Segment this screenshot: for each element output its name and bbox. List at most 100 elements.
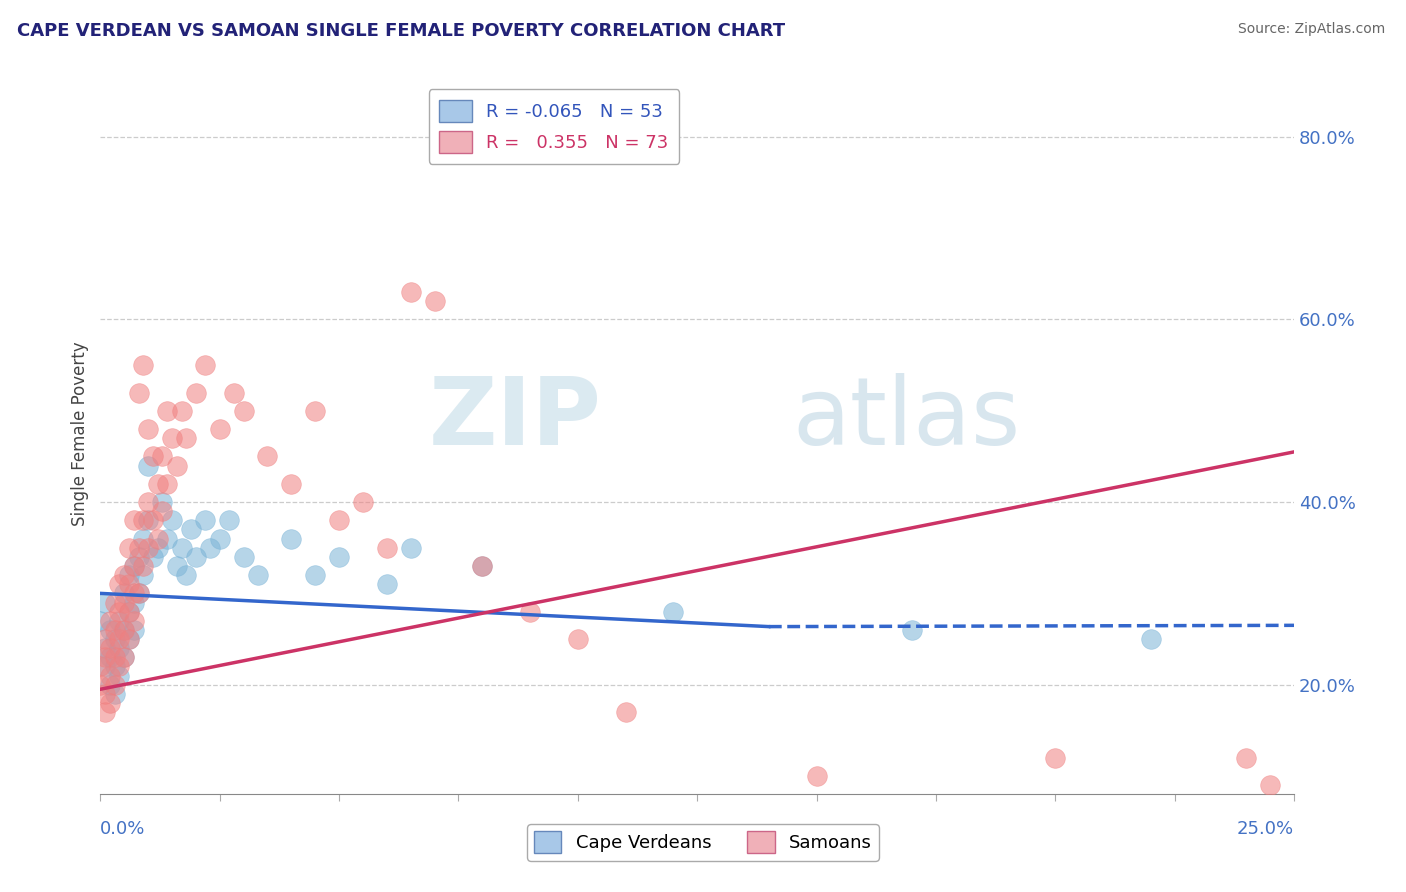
Point bbox=[104, 632, 127, 646]
Point bbox=[614, 705, 637, 719]
Text: 0.0%: 0.0% bbox=[100, 821, 146, 838]
Point bbox=[104, 595, 127, 609]
Point bbox=[146, 541, 169, 555]
Point bbox=[146, 532, 169, 546]
Point bbox=[112, 623, 135, 637]
Point bbox=[567, 632, 589, 646]
Point bbox=[375, 541, 398, 555]
Point bbox=[98, 696, 121, 710]
Point bbox=[132, 568, 155, 582]
Point bbox=[176, 568, 198, 582]
Point bbox=[98, 641, 121, 656]
Point bbox=[156, 404, 179, 418]
Point bbox=[146, 476, 169, 491]
Point bbox=[136, 541, 159, 555]
Point bbox=[94, 632, 117, 646]
Point bbox=[122, 623, 145, 637]
Point bbox=[156, 476, 179, 491]
Point bbox=[122, 614, 145, 628]
Point bbox=[170, 541, 193, 555]
Point bbox=[128, 385, 150, 400]
Point bbox=[423, 294, 446, 309]
Point bbox=[108, 659, 131, 673]
Point bbox=[399, 541, 422, 555]
Point bbox=[118, 632, 141, 646]
Point bbox=[180, 523, 202, 537]
Point bbox=[280, 532, 302, 546]
Point bbox=[89, 678, 111, 692]
Point bbox=[94, 641, 117, 656]
Point bbox=[118, 568, 141, 582]
Point bbox=[471, 559, 494, 574]
Point bbox=[142, 513, 165, 527]
Point bbox=[108, 668, 131, 682]
Point bbox=[98, 668, 121, 682]
Point bbox=[112, 568, 135, 582]
Point bbox=[89, 659, 111, 673]
Point bbox=[152, 450, 174, 464]
Point bbox=[108, 614, 131, 628]
Point bbox=[152, 504, 174, 518]
Point bbox=[208, 532, 231, 546]
Point bbox=[104, 687, 127, 701]
Point bbox=[128, 586, 150, 600]
Point bbox=[132, 532, 155, 546]
Point bbox=[194, 513, 217, 527]
Point bbox=[176, 431, 198, 445]
Point bbox=[304, 404, 326, 418]
Point bbox=[218, 513, 240, 527]
Point bbox=[1234, 750, 1257, 764]
Point bbox=[104, 623, 127, 637]
Point bbox=[108, 632, 131, 646]
Point bbox=[375, 577, 398, 591]
Point bbox=[118, 577, 141, 591]
Point bbox=[166, 559, 188, 574]
Point bbox=[232, 404, 254, 418]
Point bbox=[352, 495, 374, 509]
Point bbox=[94, 650, 117, 665]
Point bbox=[136, 458, 159, 473]
Point bbox=[112, 650, 135, 665]
Point bbox=[136, 495, 159, 509]
Point bbox=[112, 623, 135, 637]
Point bbox=[1258, 778, 1281, 792]
Point bbox=[132, 559, 155, 574]
Point bbox=[122, 595, 145, 609]
Point bbox=[328, 513, 350, 527]
Point bbox=[108, 605, 131, 619]
Point bbox=[198, 541, 221, 555]
Text: ZIP: ZIP bbox=[429, 373, 602, 466]
Point bbox=[208, 422, 231, 436]
Point bbox=[98, 623, 121, 637]
Legend: R = -0.065   N = 53, R =   0.355   N = 73: R = -0.065 N = 53, R = 0.355 N = 73 bbox=[429, 89, 679, 164]
Point bbox=[118, 541, 141, 555]
Point bbox=[112, 650, 135, 665]
Point bbox=[132, 358, 155, 372]
Point bbox=[122, 513, 145, 527]
Point bbox=[98, 678, 121, 692]
Point bbox=[122, 586, 145, 600]
Point bbox=[104, 659, 127, 673]
Point bbox=[128, 549, 150, 564]
Point bbox=[519, 605, 541, 619]
Point bbox=[94, 687, 117, 701]
Point bbox=[156, 532, 179, 546]
Point bbox=[280, 476, 302, 491]
Point bbox=[132, 513, 155, 527]
Point bbox=[118, 632, 141, 646]
Point bbox=[256, 450, 278, 464]
Point bbox=[118, 605, 141, 619]
Point bbox=[94, 705, 117, 719]
Legend: Cape Verdeans, Samoans: Cape Verdeans, Samoans bbox=[527, 824, 879, 861]
Point bbox=[166, 458, 188, 473]
Point bbox=[170, 404, 193, 418]
Point bbox=[122, 559, 145, 574]
Point bbox=[328, 549, 350, 564]
Point bbox=[304, 568, 326, 582]
Point bbox=[94, 595, 117, 609]
Point bbox=[806, 769, 828, 783]
Point bbox=[108, 641, 131, 656]
Point bbox=[901, 623, 924, 637]
Point bbox=[89, 614, 111, 628]
Point bbox=[112, 586, 135, 600]
